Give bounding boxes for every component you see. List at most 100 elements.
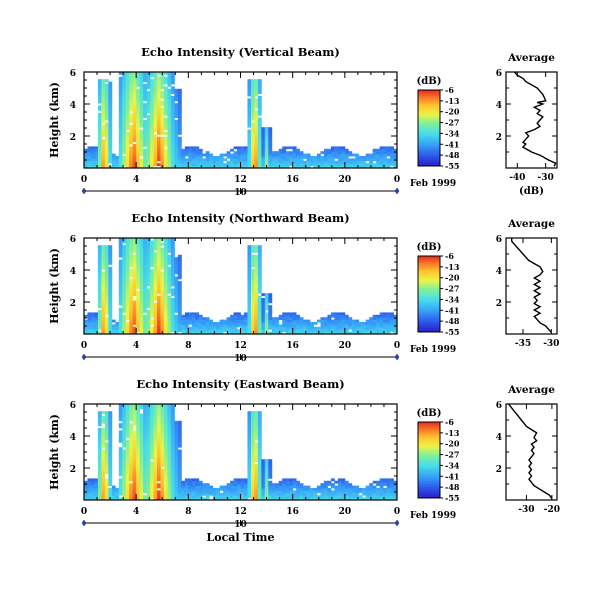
heatmap-cell [174,293,179,296]
heatmap-cell [177,108,182,111]
heatmap-cell [108,245,113,248]
heatmap-cell [195,485,200,489]
heatmap-cell [344,483,349,486]
heatmap-cell [118,449,123,453]
heatmap-cell [303,324,307,328]
heatmap-cell [250,139,255,142]
heatmap-cell [163,471,168,474]
colorbar-segment [418,463,440,466]
heatmap-cell [163,122,168,126]
heatmap-cell [323,322,328,325]
heatmap-cell [146,105,151,109]
heatmap-cell [132,423,137,426]
heatmap-cell [334,146,339,150]
heatmap-cell [250,456,255,460]
heatmap-cell [167,302,172,306]
heatmap-cell [177,105,182,109]
colorbar-segment [418,473,440,476]
heatmap-cell [250,259,255,263]
heatmap-cell [282,146,287,150]
heatmap-cell [97,136,102,140]
colorbar-segment [418,282,440,285]
y-axis-label: Height (km) [48,414,61,490]
heatmap-cell [383,158,387,162]
heatmap-cell [383,317,387,320]
heatmap-cell [122,307,127,311]
heatmap-cell [167,158,172,162]
heatmap-cell [146,127,151,130]
heatmap-cell [139,108,144,111]
heatmap-cell [163,98,168,102]
heatmap-cell [87,495,92,498]
heatmap-cell [157,288,161,292]
heatmap-cell [150,247,154,251]
heatmap-cell [139,269,144,272]
heatmap-cell [163,307,168,311]
heatmap-cell [289,314,294,318]
heatmap-cell [313,322,318,325]
heatmap-cell [132,286,137,289]
heatmap-cell [104,271,109,275]
heatmap-cell [104,259,109,263]
heatmap-cell [365,492,370,496]
heatmap-cell [129,444,134,448]
heatmap-cell [167,456,172,460]
heatmap-cell [150,110,154,114]
colorbar-segment [418,147,440,150]
x-tick-label: 0 [81,341,87,351]
heatmap-cell [247,245,252,248]
heatmap-cell [160,100,165,104]
heatmap-cell [108,430,113,434]
heatmap-cell [163,447,168,450]
heatmap-cell [118,110,123,114]
heatmap-cell [240,160,245,164]
heatmap-cell [160,430,165,434]
heatmap-cell [139,242,144,246]
heatmap-cell [101,331,106,335]
heatmap-cell [87,490,92,494]
heatmap-cell [97,322,102,325]
heatmap-cell [320,151,325,154]
heatmap-cell [143,288,147,292]
heatmap-cell [160,440,165,443]
heatmap-cell [250,329,255,332]
heatmap-cell [104,468,109,472]
heatmap-cell [160,300,165,304]
heatmap-cell [327,148,332,152]
heatmap-cell [181,158,186,162]
heatmap-cell [191,331,196,335]
heatmap-cell [240,478,245,482]
heatmap-cell [177,257,182,260]
heatmap-cell [97,432,102,436]
heatmap-cell [87,314,92,318]
heatmap-cell [122,259,127,263]
heatmap-cell [257,281,262,284]
heatmap-cell [118,302,123,306]
heatmap-cell [122,266,127,270]
colorbar-frame [417,255,441,333]
heatmap-cell [101,139,106,142]
heatmap-cell [146,262,151,265]
heatmap-cell [174,468,179,472]
heatmap-cell [97,115,102,118]
heatmap-cell [247,151,252,154]
heatmap-cell [139,331,144,335]
heatmap-cell [157,148,161,152]
heatmap-cell [101,264,106,268]
heatmap-cell [108,129,113,133]
heatmap-cell [170,418,175,422]
heatmap-cell [313,492,318,496]
heatmap-cell [337,317,342,320]
heatmap-cell [264,295,269,299]
profile-x-tick-label: -30 [538,173,554,183]
heatmap-cell [261,151,266,154]
heatmap-cell [143,271,147,275]
heatmap-cell [108,151,113,154]
heatmap-cell [323,319,328,323]
heatmap-cell [202,163,207,166]
heatmap-cell [167,329,172,332]
heatmap-cell [150,495,154,498]
heatmap-cell [247,298,252,301]
heatmap-cell [122,72,127,75]
heatmap-cell [97,468,102,472]
